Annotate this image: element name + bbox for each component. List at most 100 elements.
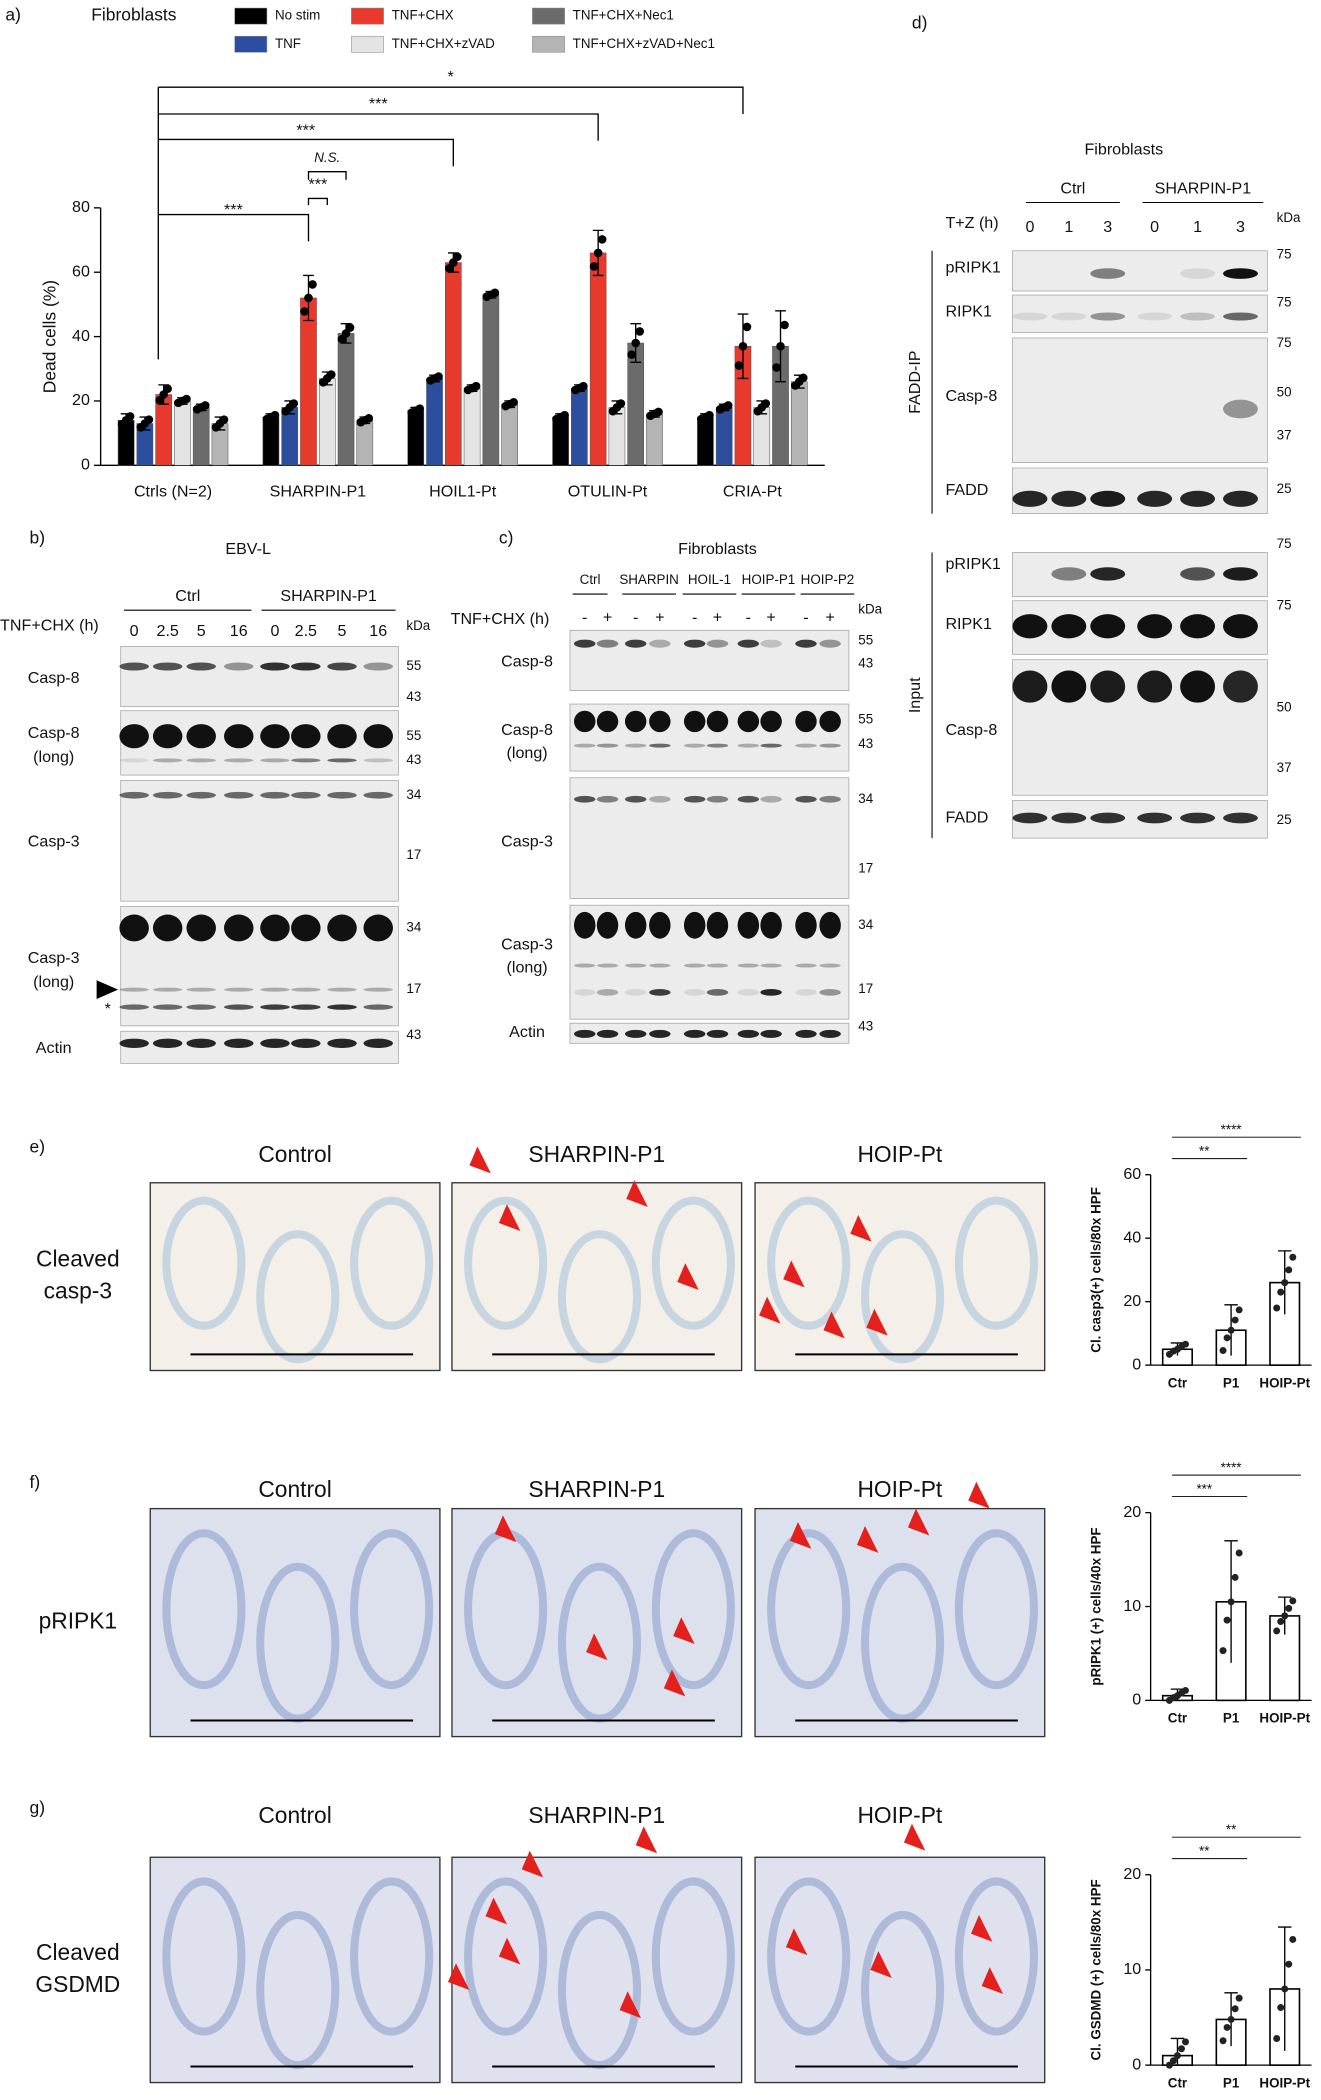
blot-title: EBV-L — [225, 540, 271, 558]
band — [1180, 490, 1216, 507]
lane-label: 2.5 — [157, 622, 179, 640]
column-title: HOIP-Pt — [857, 1802, 942, 1828]
band — [291, 1004, 321, 1010]
band — [1180, 614, 1216, 639]
row-label: casp-3 — [44, 1278, 112, 1304]
band — [119, 791, 149, 799]
band — [624, 639, 647, 648]
group-label: Ctrl — [580, 572, 601, 587]
significance: *** — [1196, 1481, 1212, 1496]
band — [649, 710, 671, 733]
kda-label: 75 — [1277, 598, 1292, 613]
bracket — [158, 138, 454, 167]
kda-label: 37 — [1277, 760, 1292, 775]
band — [186, 1038, 216, 1048]
bracket — [158, 113, 599, 141]
blot-title: Fibroblasts — [1084, 140, 1163, 158]
crypt — [256, 1910, 340, 2070]
column-title: SHARPIN-P1 — [528, 1476, 665, 1502]
dot — [1285, 1960, 1293, 1968]
group-label: HOIP-P2 — [801, 572, 855, 587]
row-label: Cleaved — [36, 1939, 120, 1965]
dot — [453, 252, 462, 262]
treatment-label: T+Z (h) — [945, 214, 998, 232]
lane-label: 0 — [1150, 218, 1159, 236]
arrowhead — [626, 1180, 648, 1207]
x-tick-label: HOIP-Pt — [1259, 2075, 1310, 2090]
dot — [1277, 2004, 1285, 2012]
significance: **** — [1221, 1122, 1242, 1137]
arrowhead — [619, 1991, 642, 2019]
band — [260, 791, 290, 799]
crypt — [162, 1196, 246, 1330]
blot-title: Fibroblasts — [678, 540, 757, 558]
band — [186, 662, 216, 671]
y-tick-label: 0 — [1132, 1691, 1141, 1709]
bar — [501, 403, 518, 466]
band — [327, 758, 357, 763]
kda-label: 34 — [406, 787, 421, 802]
x-tick-label: P1 — [1223, 2075, 1240, 2090]
band — [1180, 312, 1216, 321]
blot-panel — [1012, 250, 1268, 292]
y-tick-label: 40 — [72, 327, 90, 345]
y-axis-label: pRIPK1 (+) cells/40x HPF — [1089, 1527, 1104, 1685]
band — [152, 1004, 183, 1010]
kda-label: 17 — [406, 847, 421, 862]
arrowhead — [498, 1937, 521, 1965]
band — [327, 791, 357, 799]
band — [795, 710, 817, 733]
band — [596, 988, 619, 996]
dot — [1281, 1612, 1289, 1620]
row-label: pRIPK1 — [39, 1608, 118, 1634]
dot — [738, 341, 748, 351]
panel-label: a) — [5, 5, 21, 25]
group-label: HOIL-1 — [688, 572, 731, 587]
column-title: Control — [258, 1476, 331, 1502]
band — [1090, 670, 1126, 703]
bar — [155, 394, 172, 466]
y-axis-label: Cl. casp3(+) cells/80x HPF — [1089, 1187, 1104, 1353]
band — [649, 988, 671, 996]
micrograph — [754, 1507, 1046, 1738]
lane-label: 0 — [1025, 218, 1034, 236]
band — [706, 911, 729, 939]
band — [596, 795, 619, 803]
lane-label: 16 — [369, 622, 387, 640]
lane-label: 1 — [1064, 218, 1073, 236]
band — [624, 710, 647, 733]
arrowhead — [970, 1914, 993, 1942]
lane-label: 16 — [230, 622, 248, 640]
band — [119, 662, 149, 671]
row-label: Actin — [36, 1039, 72, 1057]
band — [706, 795, 729, 803]
lane-label: - — [746, 608, 751, 626]
band — [1137, 490, 1173, 507]
x-tick-label: Ctr — [1168, 1711, 1188, 1726]
band — [327, 1004, 357, 1010]
x-tick-label: Ctr — [1168, 2075, 1188, 2090]
band — [819, 710, 841, 733]
band — [1223, 490, 1258, 507]
band — [795, 988, 817, 996]
blot-panel — [1012, 467, 1268, 514]
dot — [1231, 1316, 1239, 1324]
band — [1090, 490, 1126, 507]
dot — [471, 381, 481, 391]
arrowhead — [823, 1311, 845, 1339]
lane-label: + — [766, 608, 775, 626]
band — [186, 724, 216, 749]
band — [1012, 614, 1048, 639]
dot — [125, 412, 135, 421]
band — [1223, 614, 1258, 639]
band — [649, 1029, 671, 1038]
band — [574, 710, 596, 733]
panel-label: c) — [499, 528, 514, 548]
arrowhead — [677, 1263, 699, 1291]
dot — [1285, 1604, 1293, 1612]
y-axis-label: Cl. GSDMD (+) cells/80x HPF — [1089, 1879, 1104, 2060]
band — [819, 639, 841, 648]
legend-swatch — [351, 7, 384, 25]
x-tick-label: SHARPIN-P1 — [270, 482, 367, 500]
band — [119, 1038, 149, 1048]
